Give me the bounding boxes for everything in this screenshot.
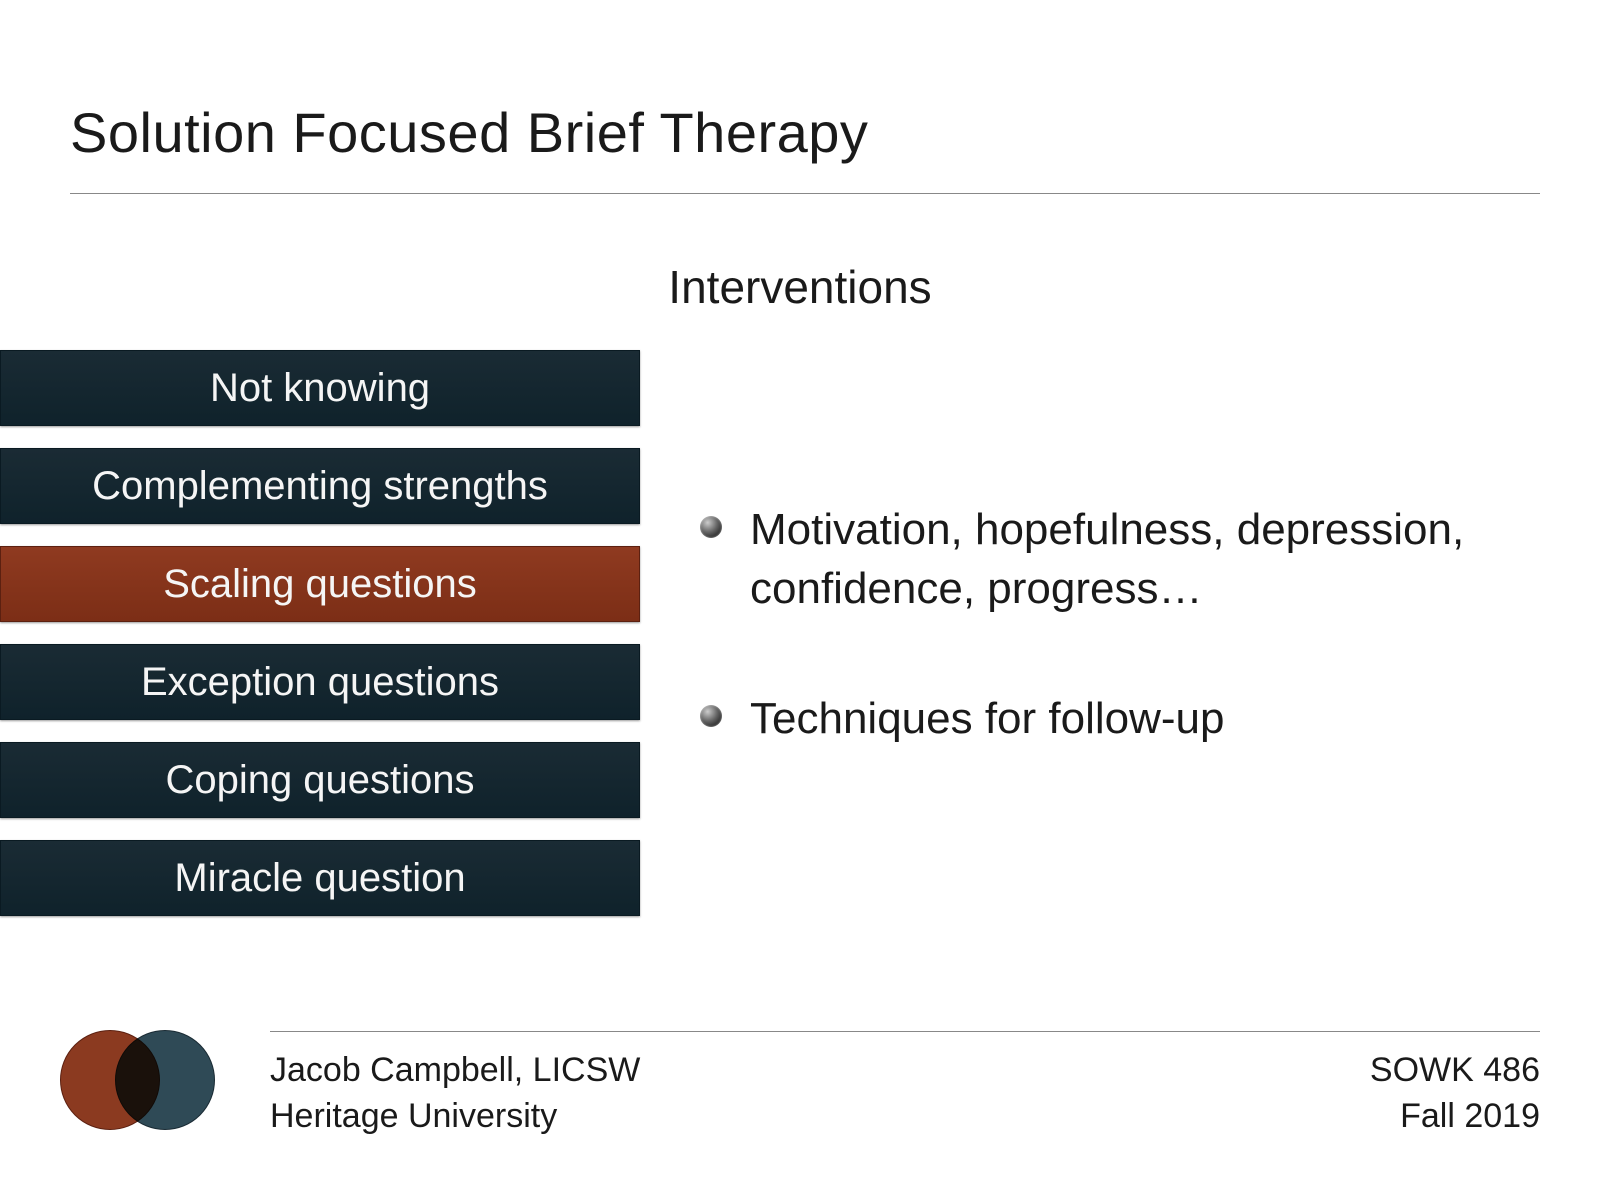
bar-complementing: Complementing strengths — [0, 448, 640, 524]
footer-line-1: Jacob Campbell, LICSW SOWK 486 — [270, 1048, 1540, 1094]
bar-scaling: Scaling questions — [0, 546, 640, 622]
bullet-item: Motivation, hopefulness, depression, con… — [700, 500, 1540, 619]
bar-not-knowing: Not knowing — [0, 350, 640, 426]
intervention-bars: Not knowing Complementing strengths Scal… — [0, 350, 640, 938]
bar-label: Not knowing — [210, 366, 430, 411]
bullet-text: Techniques for follow-up — [750, 689, 1224, 748]
footer-rule — [270, 1031, 1540, 1032]
footer-author: Jacob Campbell, LICSW — [270, 1048, 640, 1094]
venn-logo-icon — [60, 1030, 230, 1140]
slide: Solution Focused Brief Therapy Intervent… — [0, 0, 1600, 1200]
bar-label: Miracle question — [174, 856, 465, 901]
slide-subtitle: Interventions — [0, 260, 1600, 314]
bar-label: Complementing strengths — [92, 464, 548, 509]
footer-course: SOWK 486 — [1370, 1048, 1540, 1094]
footer-text: Jacob Campbell, LICSW SOWK 486 Heritage … — [270, 1031, 1540, 1140]
footer: Jacob Campbell, LICSW SOWK 486 Heritage … — [60, 1030, 1540, 1140]
bar-label: Coping questions — [165, 758, 474, 803]
footer-institution: Heritage University — [270, 1094, 557, 1140]
bullet-marker-icon — [700, 705, 722, 727]
bullet-text: Motivation, hopefulness, depression, con… — [750, 500, 1540, 619]
bar-coping: Coping questions — [0, 742, 640, 818]
bullet-item: Techniques for follow-up — [700, 689, 1540, 748]
title-rule — [70, 193, 1540, 194]
title-block: Solution Focused Brief Therapy — [70, 100, 1540, 194]
slide-title: Solution Focused Brief Therapy — [70, 100, 1540, 165]
bar-label: Exception questions — [141, 660, 499, 705]
footer-term: Fall 2019 — [1400, 1094, 1540, 1140]
bar-label: Scaling questions — [163, 562, 477, 607]
venn-circle-right — [115, 1030, 215, 1130]
bar-exception: Exception questions — [0, 644, 640, 720]
footer-line-2: Heritage University Fall 2019 — [270, 1094, 1540, 1140]
bullet-list: Motivation, hopefulness, depression, con… — [700, 500, 1540, 818]
bar-miracle: Miracle question — [0, 840, 640, 916]
bullet-marker-icon — [700, 516, 722, 538]
